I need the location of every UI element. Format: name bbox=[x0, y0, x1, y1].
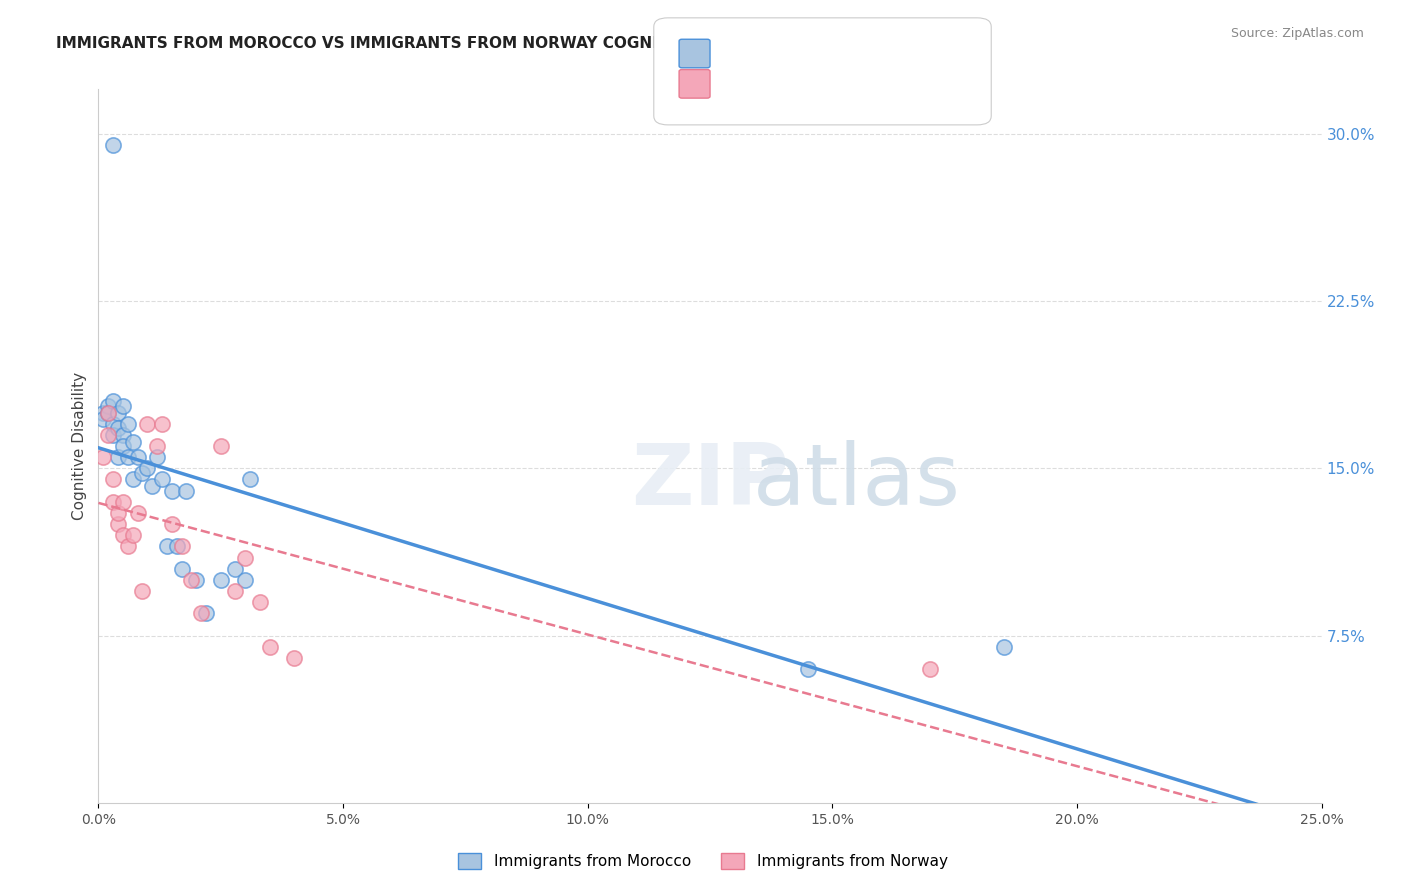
Point bbox=[136, 461, 159, 475]
Point bbox=[146, 450, 169, 465]
Point bbox=[91, 405, 114, 420]
Point bbox=[127, 450, 149, 465]
Point bbox=[121, 434, 143, 449]
Point bbox=[91, 412, 114, 426]
Point bbox=[127, 506, 149, 520]
Point bbox=[180, 573, 202, 587]
Point bbox=[117, 450, 139, 465]
Point bbox=[117, 417, 139, 431]
Point bbox=[160, 483, 183, 498]
Point bbox=[146, 439, 169, 453]
Point bbox=[239, 473, 262, 487]
Point bbox=[209, 573, 232, 587]
Point bbox=[131, 466, 153, 480]
Point bbox=[993, 640, 1015, 654]
Point bbox=[107, 405, 129, 420]
Point bbox=[176, 483, 198, 498]
Point bbox=[224, 562, 246, 576]
Point bbox=[101, 494, 124, 508]
Point bbox=[101, 417, 124, 431]
Point bbox=[107, 421, 129, 435]
Point bbox=[249, 595, 271, 609]
Point bbox=[224, 583, 246, 598]
Point bbox=[920, 662, 942, 676]
Text: atlas: atlas bbox=[752, 440, 960, 524]
Legend: Immigrants from Morocco, Immigrants from Norway: Immigrants from Morocco, Immigrants from… bbox=[453, 847, 953, 875]
Point bbox=[156, 539, 179, 553]
Text: IMMIGRANTS FROM MOROCCO VS IMMIGRANTS FROM NORWAY COGNITIVE DISABILITY CORRELATI: IMMIGRANTS FROM MOROCCO VS IMMIGRANTS FR… bbox=[56, 36, 984, 51]
Point bbox=[141, 479, 163, 493]
Point bbox=[97, 405, 120, 420]
Point bbox=[136, 417, 159, 431]
Point bbox=[97, 399, 120, 413]
Point bbox=[97, 405, 120, 420]
Point bbox=[170, 562, 193, 576]
Point bbox=[107, 517, 129, 532]
Point bbox=[166, 539, 188, 553]
Point bbox=[233, 573, 256, 587]
Point bbox=[150, 417, 173, 431]
Point bbox=[107, 506, 129, 520]
Point bbox=[160, 517, 183, 532]
Point bbox=[150, 473, 173, 487]
Point bbox=[91, 450, 114, 465]
Point bbox=[107, 450, 129, 465]
Point bbox=[170, 539, 193, 553]
Point bbox=[195, 607, 218, 621]
Text: R = -0.619   N = 37: R = -0.619 N = 37 bbox=[717, 43, 890, 58]
Point bbox=[190, 607, 212, 621]
Point bbox=[101, 138, 124, 153]
Point bbox=[97, 427, 120, 442]
Point bbox=[283, 651, 305, 665]
Point bbox=[233, 550, 256, 565]
Point bbox=[209, 439, 232, 453]
Point bbox=[101, 473, 124, 487]
Y-axis label: Cognitive Disability: Cognitive Disability bbox=[72, 372, 87, 520]
Point bbox=[111, 494, 134, 508]
Point bbox=[111, 439, 134, 453]
Point bbox=[111, 399, 134, 413]
Point bbox=[121, 473, 143, 487]
Point bbox=[797, 662, 820, 676]
Point bbox=[101, 394, 124, 409]
Text: Source: ZipAtlas.com: Source: ZipAtlas.com bbox=[1230, 27, 1364, 40]
Point bbox=[111, 427, 134, 442]
Point bbox=[121, 528, 143, 542]
Point bbox=[131, 583, 153, 598]
Point bbox=[186, 573, 208, 587]
Point bbox=[259, 640, 281, 654]
Text: R = -0.103   N = 27: R = -0.103 N = 27 bbox=[717, 73, 890, 88]
Text: ZIP: ZIP bbox=[631, 440, 789, 524]
Point bbox=[101, 427, 124, 442]
Point bbox=[111, 528, 134, 542]
Point bbox=[117, 539, 139, 553]
